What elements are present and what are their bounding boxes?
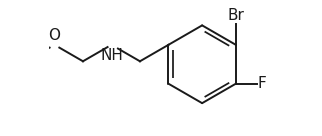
Text: NH: NH	[100, 48, 123, 63]
Text: F: F	[258, 76, 266, 91]
Text: Br: Br	[227, 8, 244, 23]
Text: O: O	[49, 28, 61, 43]
